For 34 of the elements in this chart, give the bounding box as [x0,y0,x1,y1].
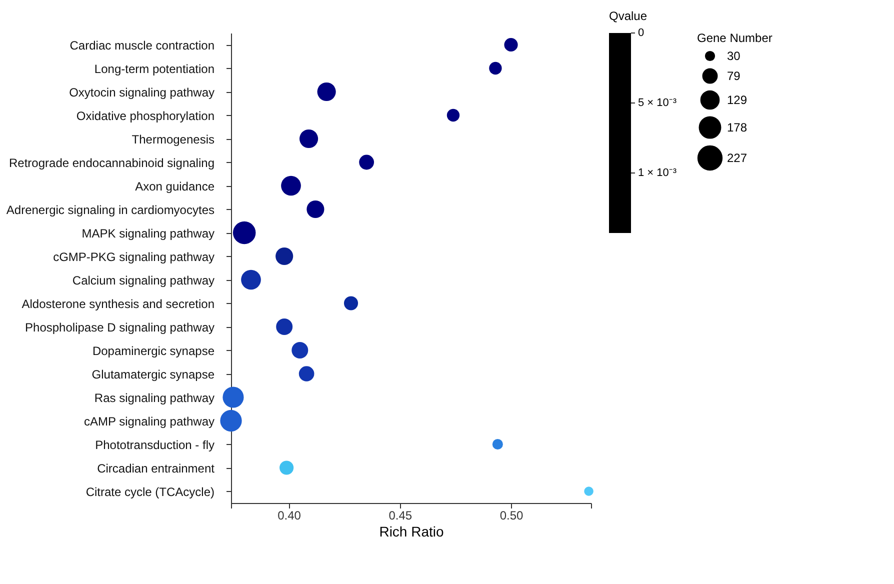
y-tick-label: Citrate cycle (TCAcycle) [86,484,214,499]
y-tick-label: Adrenergic signaling in cardiomyocytes [6,202,214,217]
y-tick-label: Oxytocin signaling pathway [69,85,214,100]
y-tick-label: Axon guidance [135,179,215,194]
y-tick-label: cGMP-PKG signaling pathway [53,250,214,264]
y-tick-label: Aldosterone synthesis and secretion [22,296,214,311]
legend-label: 129 [727,93,748,107]
y-tick-label: Circadian entrainment [97,461,216,476]
y-tick-label: Oxidative phosphorylation [76,108,214,123]
x-tick-label: 0.40 [278,508,302,522]
legend-label: 178 [727,120,748,134]
y-tick-label: Thermogenesis [132,132,214,146]
y-tick-label: Phospholipase D signaling pathway [25,320,214,334]
text: 1 × 10⁻³ [638,167,677,179]
legend-label: 79 [727,69,741,83]
color-bar-title: Qvalue [609,9,648,23]
legend-title: Gene Number [697,31,772,45]
y-tick-label: cAMP signaling pathway [84,414,214,428]
x-tick-label: 0.45 [388,508,412,522]
y-tick-label: Long-term potentiation [94,62,214,76]
y-tick-label: Glutamatergic synapse [92,367,215,382]
text: 5 × 10⁻³ [638,97,677,109]
legend-label: 30 [727,49,741,63]
x-tick-label: 0.50 [500,508,524,522]
y-tick-label: Dopaminergic synapse [92,344,215,358]
y-tick-label: Ras signaling pathway [94,390,214,405]
x-axis-title: Rich Ratio [379,524,444,540]
y-tick-label: Retrograde endocannabinoid signaling [9,156,214,170]
text: 0 [638,27,644,39]
y-tick-label: Calcium signaling pathway [72,273,214,288]
y-tick-label: Cardiac muscle contraction [70,38,214,52]
y-tick-label: MAPK signaling pathway [82,226,214,240]
y-tick-label: Phototransduction - fly [95,438,214,452]
legend-label: 227 [727,151,748,165]
